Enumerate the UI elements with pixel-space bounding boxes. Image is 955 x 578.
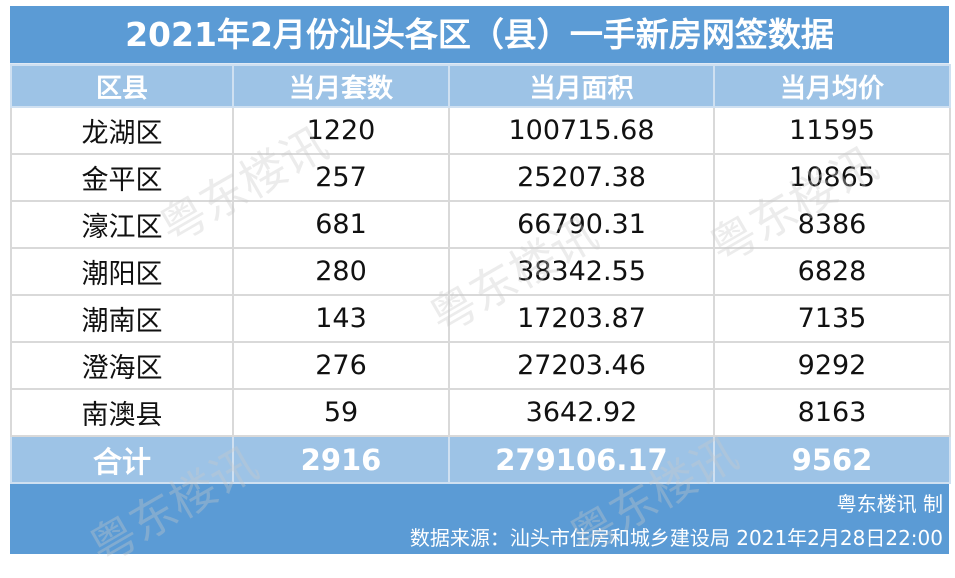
cell-units: 59: [232, 388, 450, 437]
header-units: 当月套数: [232, 64, 450, 108]
cell-avg-price: 8163: [713, 388, 951, 437]
table-title: 2021年2月份汕头各区（县）一手新房网签数据: [10, 6, 949, 64]
total-area: 279106.17: [448, 435, 715, 484]
total-units: 2916: [232, 435, 450, 484]
cell-district: 龙湖区: [10, 106, 234, 155]
maker-credit: 粤东楼讯 制: [836, 492, 943, 516]
cell-area: 25207.38: [448, 153, 715, 202]
table-row: 南澳县 59 3642.92 8163: [10, 388, 951, 437]
footer: 粤东楼讯 制 数据来源：汕头市住房和城乡建设局 2021年2月28日22:00: [10, 484, 949, 554]
data-table: 区县 当月套数 当月面积 当月均价 龙湖区 1220 100715.68 11595 金…: [10, 64, 951, 484]
table-row: 濠江区 681 66790.31 8386: [10, 200, 951, 249]
table-row: 龙湖区 1220 100715.68 11595: [10, 106, 951, 155]
cell-district: 澄海区: [10, 341, 234, 390]
data-table-card: 2021年2月份汕头各区（县）一手新房网签数据 区县 当月套数 当月面积 当月均…: [10, 6, 951, 554]
cell-area: 100715.68: [448, 106, 715, 155]
cell-units: 681: [232, 200, 450, 249]
data-source: 数据来源：汕头市住房和城乡建设局 2021年2月28日22:00: [409, 526, 943, 550]
total-avg-price: 9562: [713, 435, 951, 484]
cell-units: 280: [232, 247, 450, 296]
table-row: 金平区 257 25207.38 10865: [10, 153, 951, 202]
cell-avg-price: 11595: [713, 106, 951, 155]
cell-avg-price: 9292: [713, 341, 951, 390]
total-district: 合计: [10, 435, 234, 484]
cell-area: 66790.31: [448, 200, 715, 249]
cell-units: 1220: [232, 106, 450, 155]
cell-district: 濠江区: [10, 200, 234, 249]
cell-units: 276: [232, 341, 450, 390]
table-row: 潮阳区 280 38342.55 6828: [10, 247, 951, 296]
header-area: 当月面积: [448, 64, 715, 108]
cell-units: 143: [232, 294, 450, 343]
cell-area: 27203.46: [448, 341, 715, 390]
total-row: 合计 2916 279106.17 9562: [10, 435, 951, 484]
cell-area: 17203.87: [448, 294, 715, 343]
header-district: 区县: [10, 64, 234, 108]
header-avg-price: 当月均价: [713, 64, 951, 108]
cell-district: 南澳县: [10, 388, 234, 437]
cell-area: 38342.55: [448, 247, 715, 296]
cell-district: 潮南区: [10, 294, 234, 343]
header-row: 区县 当月套数 当月面积 当月均价: [10, 64, 951, 108]
table-row: 澄海区 276 27203.46 9292: [10, 341, 951, 390]
cell-district: 潮阳区: [10, 247, 234, 296]
cell-avg-price: 10865: [713, 153, 951, 202]
cell-avg-price: 8386: [713, 200, 951, 249]
cell-area: 3642.92: [448, 388, 715, 437]
cell-avg-price: 7135: [713, 294, 951, 343]
cell-district: 金平区: [10, 153, 234, 202]
cell-units: 257: [232, 153, 450, 202]
table-row: 潮南区 143 17203.87 7135: [10, 294, 951, 343]
cell-avg-price: 6828: [713, 247, 951, 296]
